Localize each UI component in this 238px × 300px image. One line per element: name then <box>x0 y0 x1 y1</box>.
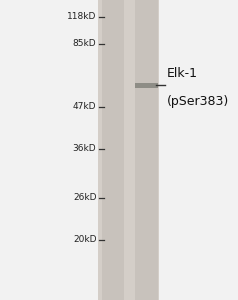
Bar <box>98 0 159 300</box>
Text: (pSer383): (pSer383) <box>167 95 229 109</box>
Bar <box>135 0 158 300</box>
Text: 26kD: 26kD <box>73 194 96 202</box>
Bar <box>102 0 124 300</box>
Bar <box>135 83 158 88</box>
Text: 118kD: 118kD <box>67 12 96 21</box>
Text: 85kD: 85kD <box>73 39 96 48</box>
Text: 20kD: 20kD <box>73 236 96 244</box>
Text: 36kD: 36kD <box>73 144 96 153</box>
Text: 47kD: 47kD <box>73 102 96 111</box>
Text: Elk-1: Elk-1 <box>167 67 198 80</box>
